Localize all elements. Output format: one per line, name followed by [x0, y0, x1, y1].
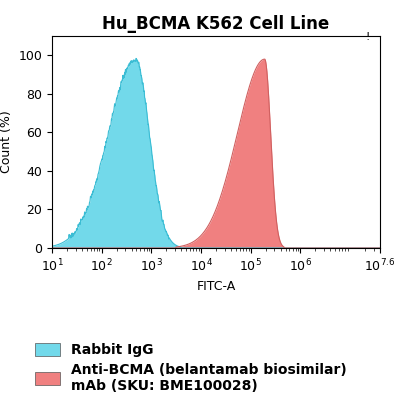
Title: Hu_BCMA K562 Cell Line: Hu_BCMA K562 Cell Line [102, 15, 330, 33]
X-axis label: FITC-A: FITC-A [196, 280, 236, 293]
Text: !: ! [365, 32, 370, 42]
Legend: Rabbit IgG, Anti-BCMA (belantamab biosimilar)
mAb (SKU: BME100028): Rabbit IgG, Anti-BCMA (belantamab biosim… [35, 343, 347, 393]
Y-axis label: Count (%): Count (%) [0, 111, 13, 173]
